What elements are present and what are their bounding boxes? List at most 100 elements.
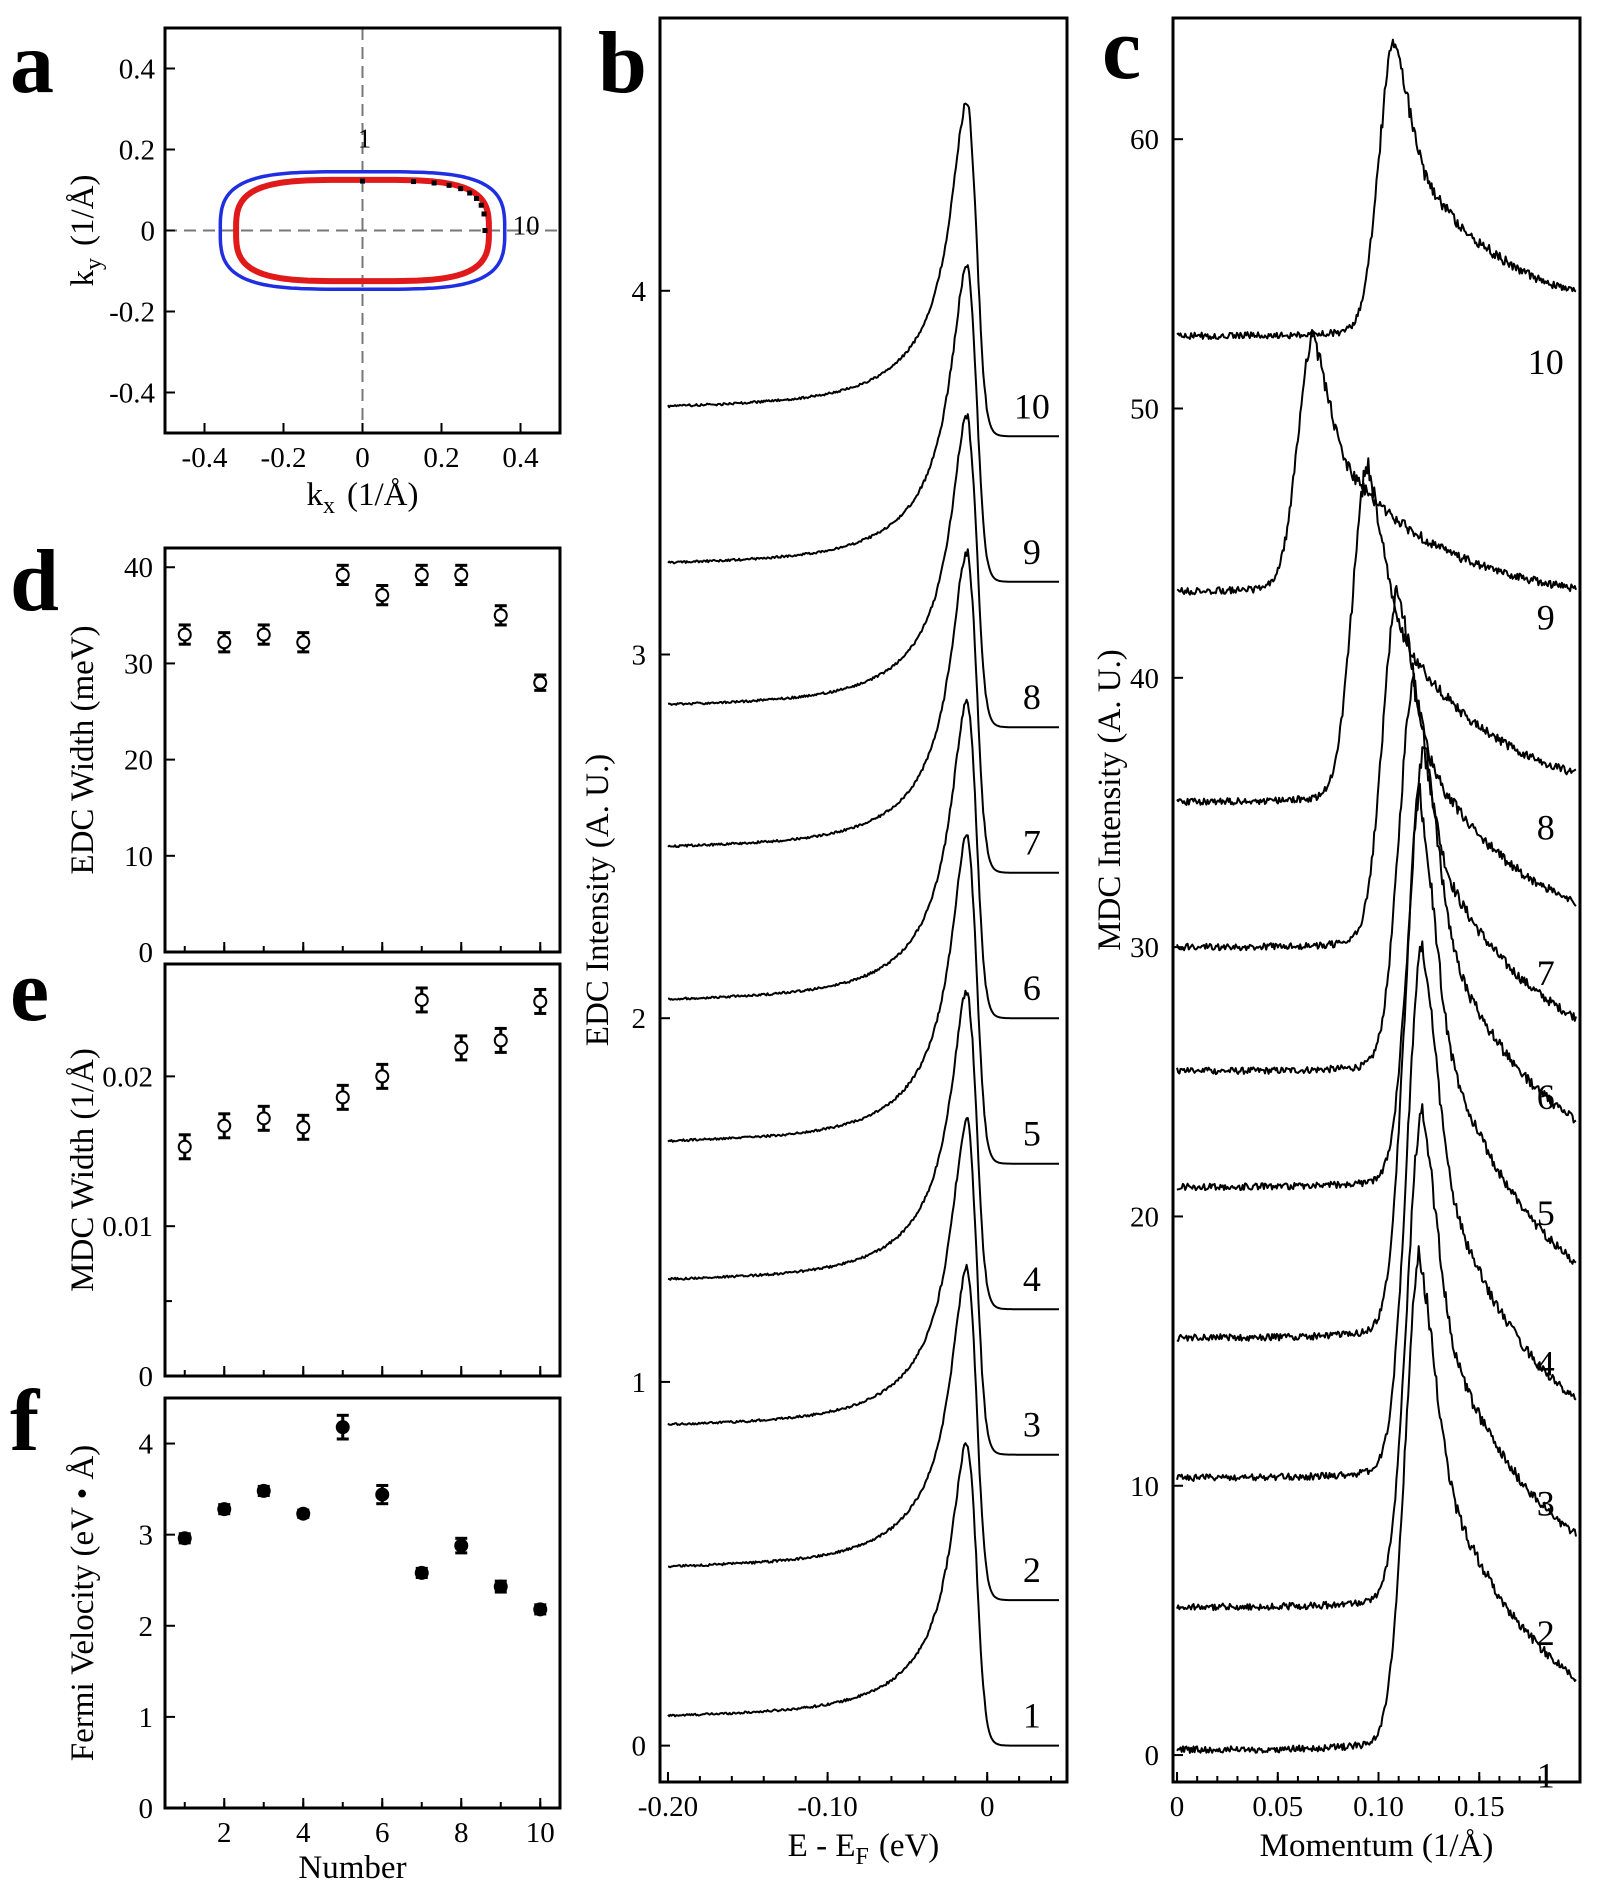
panel-f-xtick-label: 2 bbox=[217, 1817, 232, 1849]
edc-curve-label: 8 bbox=[1023, 677, 1041, 717]
panel-d-ytick-label: 10 bbox=[124, 841, 153, 873]
mdc-curve-8 bbox=[1176, 457, 1577, 806]
cut-point bbox=[411, 179, 417, 185]
panel-a-ytick-label: -0.2 bbox=[109, 297, 155, 329]
edc-curve-label: 5 bbox=[1023, 1114, 1041, 1154]
data-point bbox=[177, 1139, 192, 1154]
panel-label-b: b bbox=[598, 15, 647, 112]
mdc-curve-label: 7 bbox=[1537, 953, 1555, 993]
data-point bbox=[414, 1565, 429, 1580]
cut-point bbox=[446, 182, 452, 188]
x-axis-title: kx (1/Å) bbox=[307, 476, 419, 519]
data-point bbox=[177, 1531, 192, 1546]
panel-d-ytick-label: 0 bbox=[139, 937, 154, 969]
data-point bbox=[493, 608, 508, 623]
panel-e-frame bbox=[163, 962, 562, 1378]
cut-point bbox=[458, 186, 464, 192]
panel-a-ytick-label: 0 bbox=[141, 216, 156, 248]
data-point bbox=[177, 627, 192, 642]
panel-f-fermi-velocity: f 0 1 2 3 4 2 4 6 8 10 Fermi Velocity (eV • Å) Numb… bbox=[10, 1373, 562, 1882]
edc-curve-label: 3 bbox=[1023, 1405, 1041, 1445]
cut-label-10: 10 bbox=[513, 211, 540, 241]
data-point bbox=[533, 994, 548, 1009]
mdc-curve-label: 5 bbox=[1537, 1193, 1555, 1233]
mdc-curve-label: 8 bbox=[1537, 808, 1555, 848]
panel-label-d: d bbox=[10, 533, 59, 630]
mdc-curve-5 bbox=[1176, 746, 1577, 1192]
panel-b-frame bbox=[658, 16, 1069, 1784]
edc-curve-2 bbox=[667, 1263, 1059, 1602]
panel-label-c: c bbox=[1102, 1, 1141, 98]
mdc-curve-label: 2 bbox=[1537, 1613, 1555, 1653]
panel-d-ytick-label: 40 bbox=[124, 552, 153, 584]
x-axis-title: Momentum (1/Å) bbox=[1260, 1827, 1494, 1864]
panel-f-ytick-label: 4 bbox=[139, 1429, 154, 1461]
panel-a-xtick-label: 0.4 bbox=[502, 442, 539, 474]
data-point bbox=[217, 1118, 232, 1133]
panel-f-xtick-label: 8 bbox=[454, 1817, 469, 1849]
data-point bbox=[296, 635, 311, 650]
mdc-curve-label: 6 bbox=[1537, 1077, 1555, 1117]
data-point bbox=[296, 1506, 311, 1521]
y-axis-title: MDC Intensity (A. U.) bbox=[1092, 649, 1128, 951]
y-axis-title: EDC Width (meV) bbox=[65, 625, 101, 874]
cut-point bbox=[431, 180, 437, 186]
panel-f-frame bbox=[163, 1396, 562, 1810]
data-point bbox=[217, 1502, 232, 1517]
cut-point bbox=[478, 202, 484, 208]
cut-point bbox=[360, 178, 365, 184]
panel-d-ytick-label: 30 bbox=[124, 648, 153, 680]
panel-a-xtick-label: 0 bbox=[355, 442, 370, 474]
y-axis-title: Fermi Velocity (eV • Å) bbox=[64, 1445, 101, 1761]
panel-c-ytick-label: 30 bbox=[1130, 932, 1159, 964]
panel-c-mdc: c 1 2 3 4 5 6 7 8 9 10 0 10 20 30 40 50 60 0 0.05 0.10 0.15 M… bbox=[1092, 1, 1582, 1864]
panel-a-xtick-label: 0.2 bbox=[423, 442, 459, 474]
mdc-curve-7 bbox=[1176, 585, 1577, 952]
data-point bbox=[414, 992, 429, 1007]
data-point bbox=[335, 1420, 350, 1435]
mdc-curve-label: 1 bbox=[1537, 1756, 1555, 1796]
edc-curve-label: 1 bbox=[1023, 1696, 1041, 1736]
panel-label-a: a bbox=[10, 15, 54, 112]
cut-point bbox=[467, 190, 473, 196]
panel-a-ytick-label: 0.4 bbox=[119, 54, 156, 86]
panel-c-ytick-label: 0 bbox=[1145, 1740, 1160, 1772]
mdc-curve-6 bbox=[1176, 672, 1577, 1076]
mdc-curve-10 bbox=[1176, 38, 1577, 340]
edc-curve-label: 10 bbox=[1014, 386, 1050, 426]
data-point bbox=[493, 1579, 508, 1594]
panel-b-ytick-label: 2 bbox=[632, 1003, 647, 1035]
edc-curve-10 bbox=[667, 102, 1059, 438]
panel-b-edc: b 1 2 3 4 5 6 7 8 9 10 0 1 2 3 4 -0.20 -0.10 0 E - EF (eV) E… bbox=[580, 15, 1069, 1870]
panel-f-ytick-label: 1 bbox=[139, 1702, 154, 1734]
panel-label-e: e bbox=[10, 943, 49, 1040]
mdc-curve-label: 9 bbox=[1537, 598, 1555, 638]
edc-curve-4 bbox=[667, 989, 1059, 1311]
cut-point bbox=[473, 195, 479, 201]
panel-d-ytick-label: 20 bbox=[124, 745, 153, 777]
mdc-curve-3 bbox=[1176, 940, 1577, 1482]
panel-b-ytick-label: 1 bbox=[632, 1367, 647, 1399]
contour-outer bbox=[218, 170, 507, 291]
panel-f-xtick-label: 4 bbox=[296, 1817, 311, 1849]
panel-e-ytick-label: 0.01 bbox=[102, 1211, 153, 1243]
panel-f-ytick-label: 2 bbox=[139, 1611, 154, 1643]
cut-point bbox=[481, 211, 487, 217]
mdc-curve-4 bbox=[1176, 782, 1577, 1342]
y-axis-title: MDC Width (1/Å) bbox=[64, 1048, 101, 1292]
panel-b-ytick-label: 0 bbox=[632, 1731, 647, 1763]
edc-curve-8 bbox=[667, 413, 1059, 729]
panel-d-frame bbox=[163, 546, 562, 954]
panel-a-xtick-label: -0.2 bbox=[261, 442, 307, 474]
mdc-curve-2 bbox=[1176, 1103, 1577, 1612]
data-point bbox=[335, 1090, 350, 1105]
panel-a-xtick-label: -0.4 bbox=[182, 442, 228, 474]
edc-curve-3 bbox=[667, 1117, 1059, 1456]
edc-curve-label: 4 bbox=[1023, 1259, 1041, 1299]
cut-point bbox=[482, 228, 488, 233]
cut-label-1: 1 bbox=[358, 123, 372, 153]
mdc-curve-label: 4 bbox=[1537, 1344, 1555, 1384]
mdc-curve-9 bbox=[1176, 329, 1577, 596]
panel-f-xtick-label: 10 bbox=[526, 1817, 555, 1849]
